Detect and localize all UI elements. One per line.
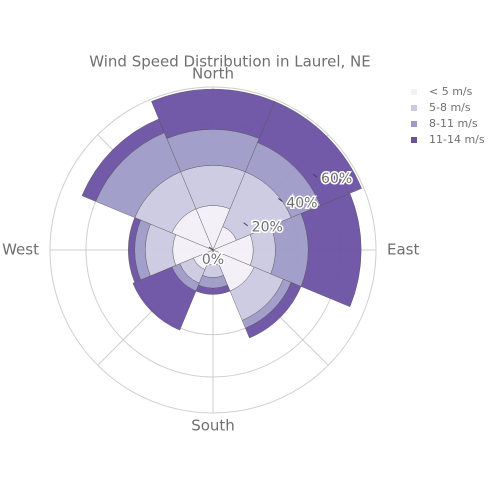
legend-label: < 5 m/s	[429, 85, 473, 98]
radial-tick	[208, 246, 214, 251]
angular-label: South	[191, 417, 235, 435]
chart-title: Wind Speed Distribution in Laurel, NE	[89, 53, 371, 71]
legend-swatch	[411, 121, 417, 127]
legend-label: 8-11 m/s	[429, 117, 478, 130]
radial-tick-label: 60%	[321, 171, 352, 187]
bar	[195, 284, 231, 295]
bar	[81, 118, 165, 202]
legend-swatch	[411, 105, 417, 111]
legend-swatch	[411, 89, 417, 95]
radial-tick	[312, 173, 318, 178]
bar	[300, 193, 362, 307]
legend-swatch	[411, 137, 417, 143]
bar	[245, 282, 302, 339]
angular-label: West	[2, 241, 39, 259]
bar	[134, 219, 151, 281]
radial-tick-label: 0%	[202, 252, 224, 268]
legend-label: 5-8 m/s	[429, 101, 471, 114]
bar	[132, 266, 197, 331]
radial-tick-label: 20%	[252, 220, 283, 236]
radial-tick	[278, 198, 283, 202]
angular-label: East	[387, 241, 419, 259]
radial-tick	[243, 222, 248, 227]
angular-label: North	[192, 65, 234, 83]
radial-tick-label: 40%	[286, 195, 317, 211]
bar	[166, 129, 260, 173]
legend-label: 11-14 m/s	[429, 133, 485, 146]
bar	[128, 217, 141, 283]
